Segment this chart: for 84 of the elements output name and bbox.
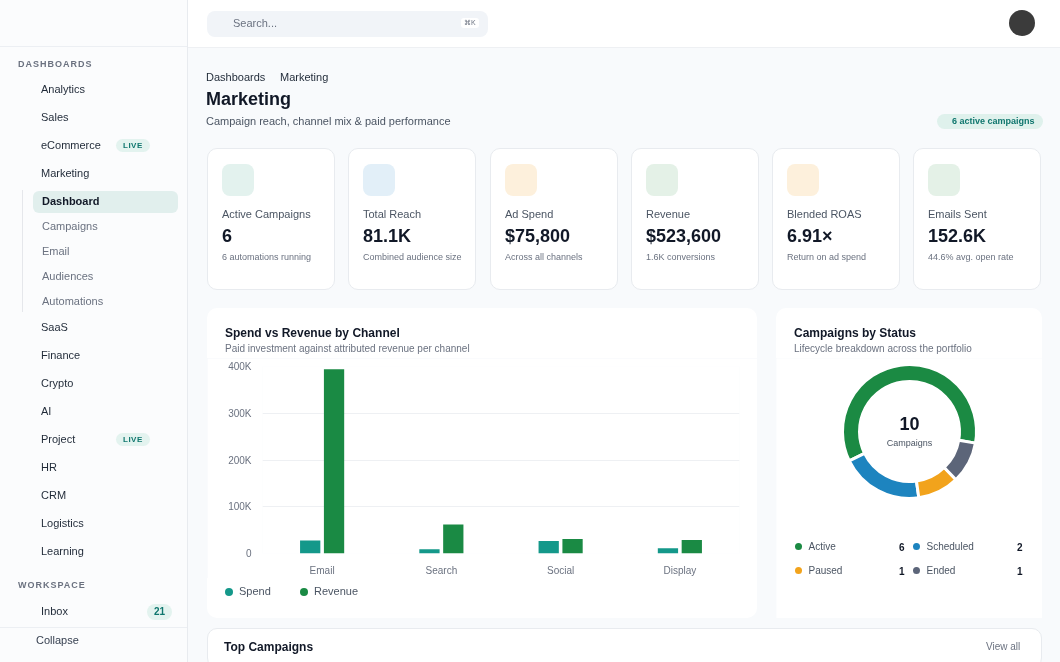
text: 10 xyxy=(899,414,920,434)
text: 81.1K xyxy=(363,226,412,248)
x-tick-label: Social xyxy=(547,564,575,576)
legend-label: Spend xyxy=(239,585,271,599)
data-label: 1 xyxy=(1016,565,1023,577)
text: Crypto xyxy=(41,376,74,391)
text: $523,600 xyxy=(646,226,722,248)
text: CRM xyxy=(41,488,67,503)
text: 6 active campaigns xyxy=(937,114,1043,129)
text: 6 xyxy=(222,226,233,248)
text: Automations xyxy=(42,294,104,309)
y-tick-label: 200K xyxy=(228,454,252,466)
text: DASHBOARDS xyxy=(18,59,93,70)
bar xyxy=(681,539,702,554)
text: Return on ad spend xyxy=(787,252,868,263)
text: LIVE xyxy=(116,138,150,153)
text: Blended ROAS xyxy=(787,208,862,222)
text: Ad Spend xyxy=(505,208,554,222)
text: 6.91× xyxy=(787,226,833,248)
legend-label: Ended xyxy=(926,565,956,576)
legend-label: Scheduled xyxy=(926,541,974,552)
text: Inbox xyxy=(41,604,68,619)
legend-label: Active xyxy=(808,541,837,552)
bar xyxy=(562,539,583,554)
text: Campaign reach, channel mix & paid performance xyxy=(206,115,451,129)
chart-title: Campaigns by Status xyxy=(794,326,917,341)
data-label: 6 xyxy=(898,541,905,553)
text: 6 automations running xyxy=(222,252,313,263)
text: Across all channels xyxy=(505,252,584,263)
chart-subtitle: Paid investment against attributed revenue per channel xyxy=(225,343,470,355)
data-label: 2 xyxy=(1016,541,1023,553)
x-tick-label: Search xyxy=(425,564,458,576)
x-tick-label: Email xyxy=(309,564,335,576)
legend-label: Revenue xyxy=(314,585,359,599)
text: Email xyxy=(42,244,70,259)
text: 21 xyxy=(147,603,173,620)
y-tick-label: 0 xyxy=(245,548,252,559)
legend-label: Paused xyxy=(808,565,843,576)
text: Marketing xyxy=(280,71,329,85)
text: Project xyxy=(41,432,76,447)
y-tick-label: 400K xyxy=(228,361,252,372)
text: Audiences xyxy=(42,269,94,284)
text: HR xyxy=(41,460,57,475)
chart-subtitle: Lifecycle breakdown across the portfolio xyxy=(794,343,972,355)
text: Campaigns xyxy=(886,437,933,448)
text: View all xyxy=(986,641,1021,653)
text: SaaS xyxy=(41,320,68,335)
bar xyxy=(443,524,464,554)
text: Top Campaigns xyxy=(224,640,314,655)
y-tick-label: 300K xyxy=(228,407,252,419)
text: Search... xyxy=(233,17,278,31)
x-tick-label: Display xyxy=(663,564,697,576)
text: Logistics xyxy=(41,516,84,531)
text: Campaigns xyxy=(42,219,98,234)
data-label: 1 xyxy=(898,565,905,577)
text: Dashboard xyxy=(42,194,100,209)
text: eCommerce xyxy=(41,138,101,153)
text: Dashboards xyxy=(206,71,266,85)
text: Active Campaigns xyxy=(222,208,311,222)
text: 44.6% avg. open rate xyxy=(928,252,1015,263)
bar xyxy=(538,540,559,554)
bar xyxy=(419,549,440,554)
text: $75,800 xyxy=(505,226,571,248)
text: Total Reach xyxy=(363,208,422,222)
bar xyxy=(323,369,345,554)
text: LIVE xyxy=(116,432,150,447)
text: Learning xyxy=(41,544,84,559)
text: Sales xyxy=(41,110,69,125)
text: Revenue xyxy=(646,208,691,222)
text: Emails Sent xyxy=(928,208,987,222)
text: 1.6K conversions xyxy=(646,252,717,263)
chart-title: Spend vs Revenue by Channel xyxy=(225,326,400,341)
bar xyxy=(300,540,321,554)
text: AI xyxy=(41,404,52,419)
bar xyxy=(657,548,679,554)
text: Combined audience size xyxy=(363,252,463,263)
text: Marketing xyxy=(206,89,292,111)
text: Analytics xyxy=(41,82,86,97)
text: 152.6K xyxy=(928,226,987,248)
text: Marketing xyxy=(41,166,90,181)
text: WORKSPACE xyxy=(18,580,86,591)
text: Collapse xyxy=(36,633,79,648)
y-tick-label: 100K xyxy=(228,501,252,513)
text: Finance xyxy=(41,348,81,363)
